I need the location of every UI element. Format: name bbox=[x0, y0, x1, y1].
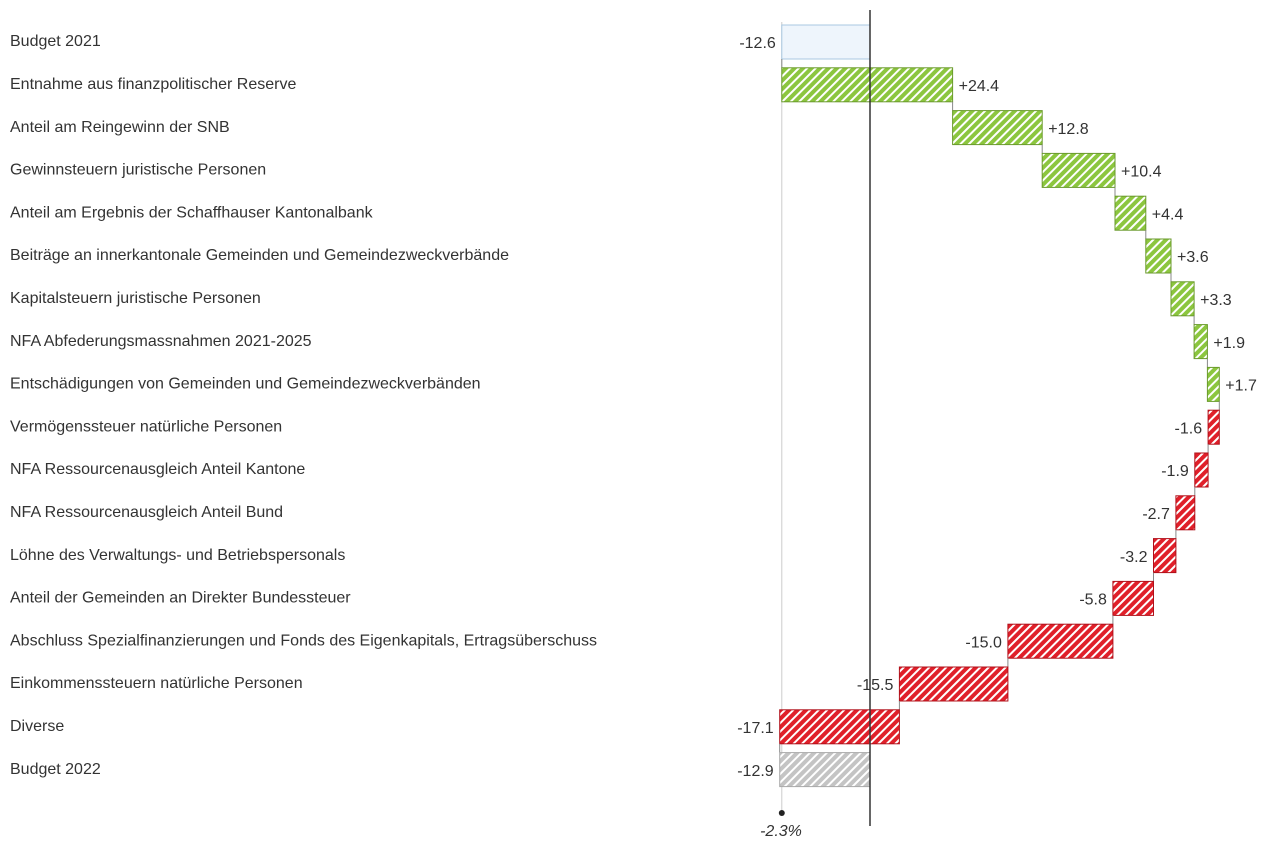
value-label: +3.3 bbox=[1200, 292, 1232, 309]
category-label: Einkommenssteuern natürliche Personen bbox=[10, 675, 303, 692]
category-label: Budget 2021 bbox=[10, 33, 101, 50]
annotation: -2.3% bbox=[760, 823, 802, 840]
category-label: Beiträge an innerkantonale Gemeinden und… bbox=[10, 247, 509, 264]
bar bbox=[1207, 409, 1220, 445]
value-label: -2.7 bbox=[1142, 506, 1170, 523]
category-label: Entschädigungen von Gemeinden und Gemein… bbox=[10, 376, 481, 393]
category-label: Kapitalsteuern juristische Personen bbox=[10, 290, 261, 307]
value-label: -1.6 bbox=[1175, 420, 1203, 437]
value-label: -5.8 bbox=[1079, 592, 1107, 609]
bar bbox=[1170, 281, 1195, 317]
category-label: Löhne des Verwaltungs- und Betriebsperso… bbox=[10, 547, 345, 564]
value-label: -15.0 bbox=[965, 634, 1002, 651]
value-label: +24.4 bbox=[959, 78, 1000, 95]
value-label: -17.1 bbox=[737, 720, 774, 737]
bar bbox=[1194, 452, 1209, 488]
category-label: Anteil am Ergebnis der Schaffhauser Kant… bbox=[10, 204, 374, 221]
value-label: +1.7 bbox=[1225, 378, 1257, 395]
bar bbox=[1193, 324, 1208, 360]
value-label: +12.8 bbox=[1048, 121, 1089, 138]
bar bbox=[952, 110, 1043, 146]
bar bbox=[779, 752, 871, 788]
bar bbox=[1153, 538, 1177, 574]
bar bbox=[781, 67, 954, 103]
bar bbox=[781, 24, 871, 60]
category-label: Anteil am Reingewinn der SNB bbox=[10, 119, 230, 136]
category-label: Anteil der Gemeinden an Direkter Bundess… bbox=[10, 590, 351, 607]
bar bbox=[1041, 152, 1116, 188]
value-label: -12.6 bbox=[739, 35, 776, 52]
category-label: NFA Ressourcenausgleich Anteil Bund bbox=[10, 504, 283, 521]
bar bbox=[1206, 366, 1220, 402]
category-label: Entnahme aus finanzpolitischer Reserve bbox=[10, 76, 296, 93]
value-label: -3.2 bbox=[1120, 549, 1148, 566]
value-label: +3.6 bbox=[1177, 249, 1209, 266]
bar bbox=[1145, 238, 1172, 274]
value-label: -12.9 bbox=[737, 763, 774, 780]
bar bbox=[1007, 623, 1114, 659]
bar bbox=[1175, 495, 1196, 531]
category-label: Gewinnsteuern juristische Personen bbox=[10, 162, 266, 179]
value-label: +1.9 bbox=[1213, 335, 1245, 352]
category-label: Vermögenssteuer natürliche Personen bbox=[10, 418, 282, 435]
bar bbox=[1114, 195, 1147, 231]
value-label: +10.4 bbox=[1121, 164, 1162, 181]
value-label: -15.5 bbox=[857, 677, 894, 694]
category-label: Abschluss Spezialfinanzierungen und Fond… bbox=[10, 632, 597, 649]
category-label: Diverse bbox=[10, 718, 64, 735]
value-label: -1.9 bbox=[1161, 463, 1189, 480]
bar bbox=[898, 666, 1009, 702]
category-label: NFA Ressourcenausgleich Anteil Kantone bbox=[10, 461, 305, 478]
category-label: Budget 2022 bbox=[10, 761, 101, 778]
bar bbox=[1112, 580, 1155, 616]
category-label: NFA Abfederungsmassnahmen 2021-2025 bbox=[10, 333, 312, 350]
value-label: +4.4 bbox=[1152, 206, 1184, 223]
bar bbox=[779, 709, 900, 745]
reference-dot bbox=[778, 810, 785, 816]
